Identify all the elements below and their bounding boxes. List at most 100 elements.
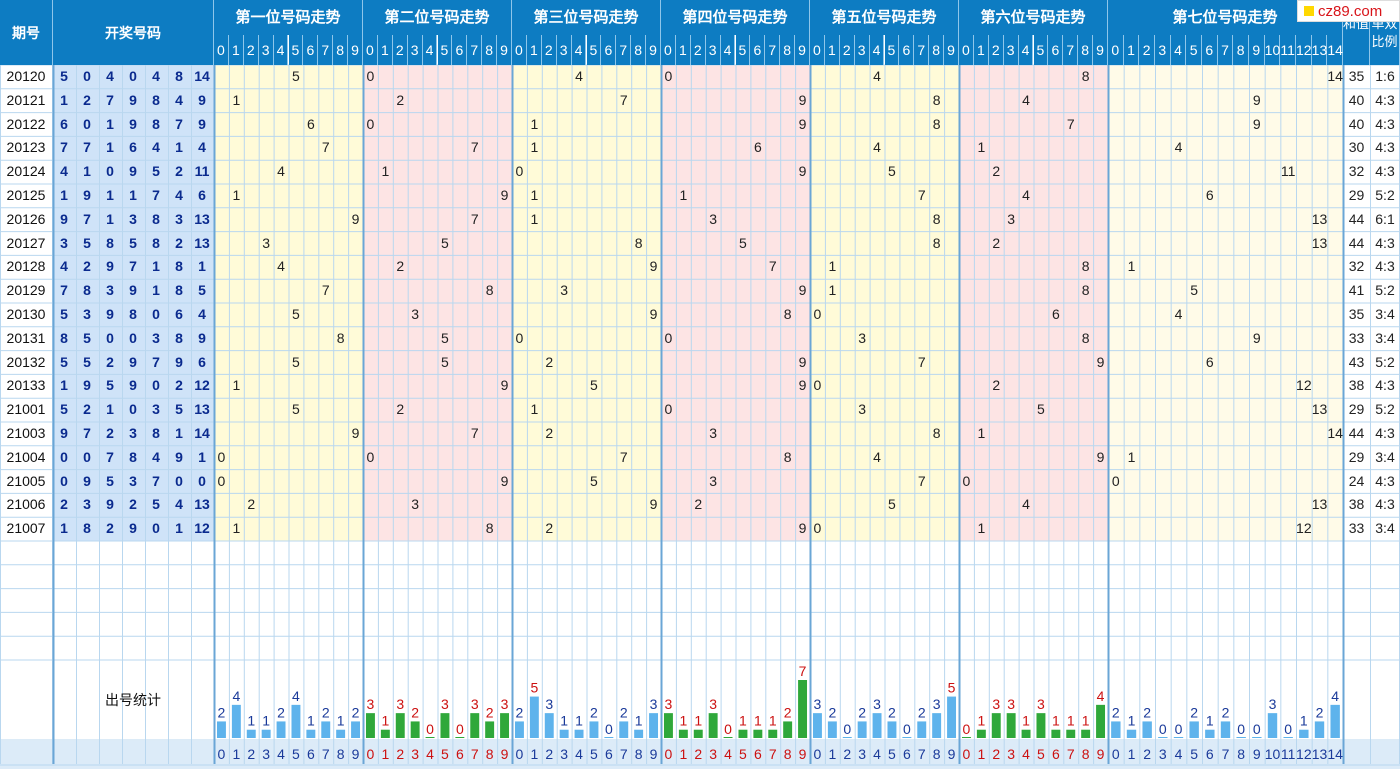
issue-number: 20126 [6,210,46,227]
sum-value: 32 [1348,163,1365,180]
count-label: 1 [1082,713,1090,729]
bottom-digit-label: 11 [1280,746,1296,762]
digit-header: 0 [810,35,825,65]
count-bar [857,721,867,738]
winning-digit: 9 [198,329,206,346]
winning-digit: 3 [83,306,91,322]
winning-digit: 7 [83,425,91,441]
bottom-digit-label: 9 [947,746,956,762]
count-label: 1 [1052,713,1060,729]
digit-header: 3 [1003,35,1019,65]
winning-digit: 4 [106,68,114,84]
winning-digit: 13 [194,210,210,227]
issue-number: 20131 [6,329,46,346]
bottom-digit-label: 4 [724,746,732,762]
bottom-digit-label: 3 [1158,746,1167,762]
position-title: 第六位号码走势 [959,0,1108,35]
digit-header: 2 [988,35,1004,65]
count-bar [321,721,331,738]
sum-value: 29 [1348,187,1365,203]
digit-header: 4 [869,35,885,65]
winning-digit: 0 [152,306,160,322]
trend-mark: 7 [619,91,628,108]
count-label: 3 [441,696,449,712]
winning-digit: 14 [194,68,210,84]
bottom-digit-label: 3 [560,746,569,762]
winning-digit: 5 [175,401,183,418]
trend-mark: 7 [917,472,926,489]
trend-mark: 6 [306,115,315,132]
digit-header: 7 [1217,35,1234,65]
count-label: 3 [873,696,881,712]
trend-mark: 2 [396,401,405,418]
bottom-digit-label: 8 [783,746,792,762]
odd-even-ratio: 6:1 [1375,210,1395,227]
winning-digit: 3 [152,329,160,346]
odd-even-ratio: 4:3 [1375,425,1395,441]
digit-header: 6 [899,35,915,65]
trend-mark: 2 [396,91,405,108]
bottom-digit-label: 8 [634,746,643,762]
count-label: 0 [456,721,464,737]
winning-digit: 1 [175,425,183,441]
trend-mark: 9 [798,163,807,180]
count-label: 1 [635,713,643,729]
count-label: 1 [1300,713,1308,729]
winning-digit: 9 [83,187,91,203]
odd-even-ratio: 5:2 [1375,187,1395,203]
sum-value: 35 [1348,306,1365,322]
digit-header: 9 [497,35,512,65]
trend-mark: 5 [441,329,449,346]
trend-mark: 6 [1205,187,1214,203]
trend-mark: 1 [828,258,837,275]
trend-mark: 3 [858,401,867,418]
trend-mark: 3 [709,210,718,227]
bottom-digit-label: 7 [321,746,330,762]
trend-mark: 7 [321,139,330,156]
trend-mark: 7 [1066,115,1075,132]
digit-header: 8 [482,35,498,65]
trend-mark: 0 [664,401,673,418]
count-label: 2 [277,704,285,720]
count-bar [1267,713,1278,738]
digit-header: 13 [1311,35,1328,65]
trend-mark: 7 [768,258,777,275]
trend-mark: 4 [277,258,285,275]
trend-mark: 2 [545,520,554,537]
odd-even-ratio: 5:2 [1375,282,1395,299]
site-logo[interactable]: cz89.com [1297,0,1400,22]
winning-digit: 5 [106,377,114,394]
trend-mark: 8 [1081,258,1090,275]
bottom-digit-label: 1 [977,746,986,762]
winning-digit: 11 [194,163,210,180]
count-bar [500,713,510,738]
winning-digit: 1 [152,282,160,299]
count-bar [619,721,629,738]
count-bar [976,729,986,738]
bottom-digit-label: 9 [649,746,658,762]
bottom-digit-label: 8 [485,746,494,762]
bottom-digit-label: 7 [619,746,628,762]
trend-mark: 7 [321,282,330,299]
winning-digit: 0 [129,401,137,418]
count-label: 1 [262,713,270,729]
sum-value: 30 [1348,139,1365,156]
bottom-digit-label: 8 [1081,746,1090,762]
bottom-digit-label: 7 [1221,746,1230,762]
count-bar [559,729,569,738]
count-bar [649,713,659,738]
sum-value: 40 [1348,91,1365,108]
winning-digit: 9 [129,163,137,180]
count-bar [932,713,942,738]
trend-mark: 4 [873,448,881,465]
count-bar [1021,729,1031,738]
winning-digit: 7 [83,210,91,227]
winning-digit: 6 [175,306,183,322]
winning-digit: 0 [83,448,91,465]
digit-header: 8 [631,35,647,65]
winning-digit: 7 [152,472,160,489]
trend-mark: 6 [1205,353,1214,370]
count-bar [231,704,241,738]
bottom-digit-label: 4 [426,746,434,762]
count-label: 0 [724,721,732,737]
